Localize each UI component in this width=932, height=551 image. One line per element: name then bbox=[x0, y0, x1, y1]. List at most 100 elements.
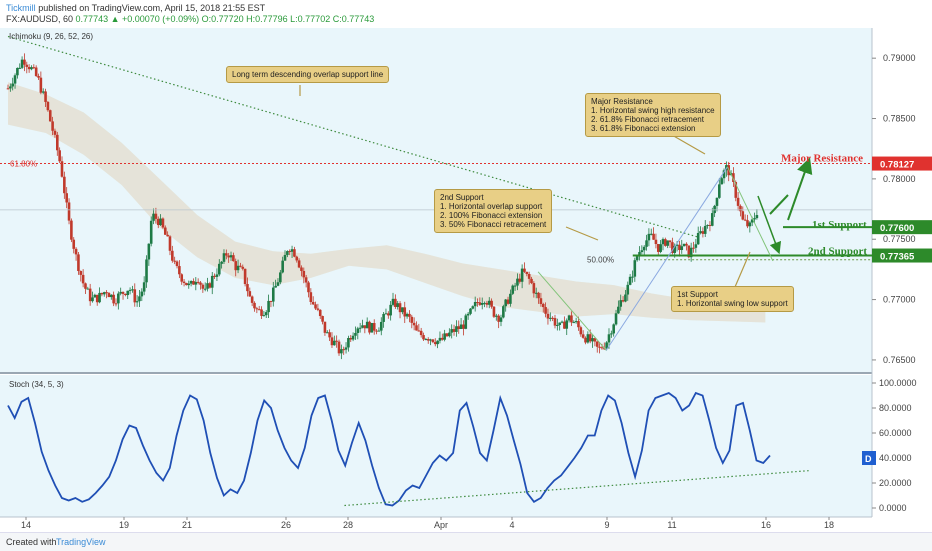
candle-body bbox=[389, 304, 392, 316]
candles bbox=[6, 53, 759, 360]
candle-body bbox=[368, 321, 371, 333]
candle-body bbox=[109, 294, 113, 298]
candle-body bbox=[483, 302, 486, 304]
candle-body bbox=[16, 67, 19, 76]
candle-body bbox=[687, 245, 691, 258]
candle-body bbox=[675, 244, 679, 246]
second-support-tag-bg bbox=[872, 248, 932, 263]
candle-body bbox=[614, 313, 618, 325]
candle-body bbox=[210, 275, 214, 288]
candle-body bbox=[664, 239, 667, 246]
candle-body bbox=[574, 321, 578, 323]
time-tick-label: 19 bbox=[119, 520, 129, 530]
candle-body bbox=[234, 261, 238, 271]
created-with-text: Created with bbox=[6, 537, 57, 547]
candle-body bbox=[11, 83, 14, 87]
candle-body bbox=[715, 197, 719, 206]
candle-body bbox=[654, 239, 658, 245]
trendline-callout: Long term descending overlap support lin… bbox=[226, 66, 390, 83]
candle-body bbox=[387, 313, 390, 316]
candle-body bbox=[441, 337, 444, 340]
candle-body bbox=[182, 281, 186, 283]
time-tick-label: 28 bbox=[343, 520, 353, 530]
candle-body bbox=[661, 239, 665, 245]
candle-body bbox=[642, 246, 646, 251]
stoch-tick-label: 100.0000 bbox=[879, 378, 917, 388]
candle-body bbox=[621, 300, 625, 302]
candle-body bbox=[325, 332, 329, 334]
candle-body bbox=[311, 301, 315, 305]
candle-body bbox=[248, 291, 252, 297]
candle-body bbox=[551, 317, 554, 319]
candle-body bbox=[365, 321, 369, 329]
candle-body bbox=[58, 150, 61, 162]
candle-body bbox=[640, 250, 644, 253]
candle-body bbox=[701, 231, 705, 234]
time-tick-label: 11 bbox=[667, 520, 676, 530]
candle-body bbox=[140, 291, 144, 297]
candle-body bbox=[333, 340, 336, 346]
candle-body bbox=[100, 292, 104, 295]
candle-body bbox=[279, 272, 282, 283]
candle-body bbox=[431, 339, 435, 343]
candle-body bbox=[459, 324, 463, 329]
candle-body bbox=[173, 260, 176, 262]
candle-body bbox=[384, 313, 388, 315]
price-tick-label: 0.78500 bbox=[883, 114, 916, 124]
fib-61-label: 61.80% bbox=[10, 160, 37, 169]
candle-body bbox=[81, 274, 85, 284]
price-tick-label: 0.76500 bbox=[883, 355, 916, 365]
candle-body bbox=[455, 326, 458, 332]
candle-body bbox=[208, 283, 212, 288]
candle-body bbox=[516, 278, 519, 286]
candle-body bbox=[347, 338, 350, 348]
candle-body bbox=[379, 321, 383, 331]
time-tick-label: 26 bbox=[281, 520, 291, 530]
candle-body bbox=[147, 243, 151, 260]
candle-body bbox=[257, 309, 261, 311]
candle-body bbox=[581, 334, 585, 338]
ichimoku-legend: Ichimoku (9, 26, 52, 26) bbox=[9, 32, 94, 41]
candle-body bbox=[318, 309, 322, 317]
candle-body bbox=[502, 306, 505, 318]
candle-body bbox=[748, 222, 752, 227]
candle-body bbox=[20, 59, 24, 68]
time-tick-label: 9 bbox=[604, 520, 609, 530]
candle-body bbox=[506, 299, 510, 304]
candle-body bbox=[243, 268, 247, 285]
candle-body bbox=[264, 312, 268, 316]
candle-body bbox=[612, 324, 615, 334]
candle-body bbox=[713, 205, 716, 214]
candle-body bbox=[112, 294, 115, 304]
candle-body bbox=[602, 348, 606, 350]
candle-body bbox=[417, 330, 421, 332]
candle-body bbox=[297, 260, 301, 268]
candle-body bbox=[591, 338, 594, 342]
candle-body bbox=[309, 292, 313, 302]
tradingview-logo[interactable]: TradingView bbox=[56, 537, 106, 547]
candle-body bbox=[377, 330, 381, 332]
candle-body bbox=[635, 256, 639, 261]
candle-body bbox=[119, 291, 122, 294]
candle-body bbox=[124, 293, 127, 296]
candle-body bbox=[288, 251, 292, 253]
second-support-label: 2nd Support bbox=[808, 246, 867, 258]
candle-body bbox=[401, 307, 404, 313]
candle-body bbox=[600, 347, 604, 349]
candle-body bbox=[696, 232, 700, 245]
candle-body bbox=[457, 326, 461, 329]
candle-body bbox=[586, 334, 590, 343]
candle-body bbox=[246, 284, 249, 292]
candle-body bbox=[485, 302, 489, 305]
candle-body bbox=[65, 193, 68, 203]
candle-body bbox=[680, 246, 684, 251]
author-link[interactable]: Tickmill bbox=[6, 3, 36, 13]
candle-body bbox=[375, 330, 378, 332]
candle-body bbox=[358, 327, 362, 329]
candle-body bbox=[102, 292, 106, 295]
candle-body bbox=[408, 313, 411, 317]
candle-body bbox=[595, 341, 599, 347]
arrow-shaft-a bbox=[769, 194, 789, 215]
candle-body bbox=[718, 184, 721, 198]
